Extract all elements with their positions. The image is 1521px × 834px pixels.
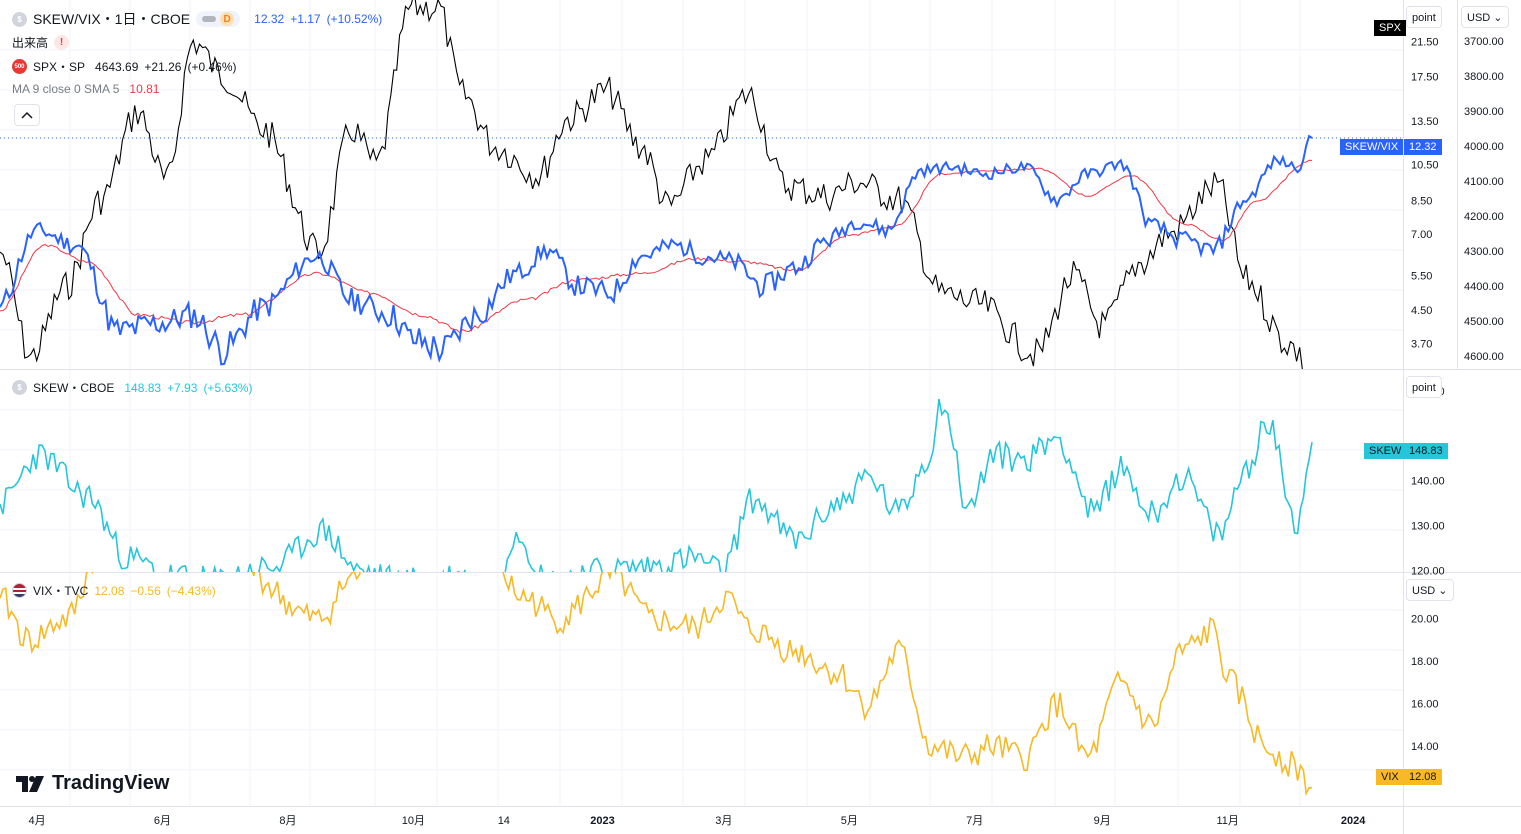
symbol-placeholder-icon: $ [12, 11, 27, 27]
chevron-up-icon [21, 111, 33, 119]
collapse-legend-button[interactable] [14, 104, 40, 126]
vix-pane-series [0, 572, 1313, 797]
time-axis-label: 9月 [1094, 815, 1111, 827]
skew-symbol: SKEW・CBOE [33, 381, 115, 395]
brand-name: TradingView [52, 772, 170, 794]
skew-price: 148.83 [124, 380, 162, 395]
time-axis-label: 2023 [590, 815, 614, 827]
spx-change-pct: (+0.46%) [187, 59, 237, 74]
vix-tick-label: 16.00 [1411, 698, 1439, 710]
spx-logo-icon: 500 [12, 59, 27, 74]
vix-line [0, 572, 1313, 797]
vix-tick-label: 20.00 [1411, 613, 1439, 625]
time-axis-label: 14 [498, 815, 510, 827]
currency-select-button[interactable]: USD ⌄ [1461, 6, 1509, 28]
skew-tick-label: 140.00 [1411, 476, 1445, 488]
spx-price-badge: SPX [1374, 20, 1407, 36]
vix-tick-label: 18.00 [1411, 656, 1439, 668]
time-axis-label: 4月 [28, 815, 45, 827]
spx-tick-label: 4500.00 [1464, 316, 1504, 328]
ma-legend[interactable]: MA 9 close 0 SMA 5 10.81 [12, 82, 159, 96]
ma-value: 10.81 [129, 82, 160, 96]
spx-tick-label: 4200.00 [1464, 211, 1504, 223]
ratio-tick-label: 3.70 [1411, 338, 1432, 350]
spx-tick-label: 4400.00 [1464, 281, 1504, 293]
price-scale-mode-button[interactable]: point [1406, 6, 1442, 28]
interval-badge: D [220, 12, 235, 26]
warning-icon[interactable]: ! [54, 35, 70, 50]
us-flag-icon [12, 583, 27, 598]
time-axis-label: 11月 [1216, 815, 1238, 827]
time-axis-label: 7月 [966, 815, 983, 827]
time-axis-label: 2024 [1341, 815, 1366, 827]
time-axis-label: 6月 [154, 815, 171, 827]
symbol-placeholder-icon: $ [12, 380, 27, 395]
spx-tick-label: 4600.00 [1464, 351, 1504, 363]
ma-label: MA 9 close 0 SMA 5 [12, 82, 120, 96]
vix-change: −0.56 [130, 583, 161, 598]
tradingview-logo[interactable]: TradingView [16, 772, 169, 795]
vix-symbol: VIX・TVC [33, 584, 89, 598]
skew-change: +7.93 [167, 380, 198, 395]
spx-tick-label: 4300.00 [1464, 246, 1504, 258]
vix-change-pct: (−4.43%) [166, 583, 216, 598]
spx-line [0, 0, 1303, 369]
spx-symbol: SPX・SP [33, 60, 86, 74]
volume-label: 出来高 [12, 36, 49, 50]
time-axis-label: 3月 [715, 815, 732, 827]
skew-legend[interactable]: $ SKEW・CBOE 148.83 +7.93 (+5.63%) [12, 379, 252, 396]
skew-name-badge: SKEW [1364, 443, 1407, 459]
time-axis-label: 5月 [841, 815, 858, 827]
symbol-title[interactable]: SKEW/VIX・1日・CBOE [33, 11, 191, 27]
skewvix-name-badge: SKEW/VIX [1340, 139, 1404, 155]
tradingview-logo-icon [16, 775, 44, 792]
spx-tick-label: 3800.00 [1464, 71, 1504, 83]
skew-line [0, 398, 1313, 572]
ratio-tick-label: 7.00 [1411, 229, 1432, 241]
main-change: +1.17 [290, 12, 321, 26]
grid [0, 0, 1403, 806]
spx-tick-label: 4000.00 [1464, 141, 1504, 153]
time-axis-label: 10月 [402, 815, 425, 827]
spx-change: +21.26 [144, 59, 182, 74]
ratio-tick-label: 17.50 [1411, 72, 1439, 84]
vix-name-badge: VIX [1376, 769, 1404, 785]
vix-legend[interactable]: VIX・TVC 12.08 −0.56 (−4.43%) [12, 582, 216, 599]
ratio-tick-label: 8.50 [1411, 196, 1432, 208]
ratio-tick-label: 21.50 [1411, 36, 1439, 48]
main-pane-series [0, 0, 1313, 369]
spx-legend[interactable]: 500 SPX・SP 4643.69 +21.26 (+0.46%) [12, 58, 237, 75]
spx-tick-label: 4100.00 [1464, 176, 1504, 188]
volume-legend[interactable]: 出来高 ! [12, 34, 70, 51]
spx-tick-label: 3900.00 [1464, 106, 1504, 118]
main-legend: $ SKEW/VIX・1日・CBOE D 12.32 +1.17 (+10.52… [12, 9, 382, 29]
skewvix-line [0, 134, 1313, 366]
vix-tick-label: 14.00 [1411, 741, 1439, 753]
main-change-pct: (+10.52%) [326, 12, 383, 26]
ratio-tick-label: 13.50 [1411, 116, 1439, 128]
ratio-tick-label: 10.50 [1411, 159, 1439, 171]
skew-tick-label: 130.00 [1411, 521, 1445, 533]
spx-price: 4643.69 [95, 59, 139, 74]
ratio-tick-label: 5.50 [1411, 270, 1432, 282]
spx-tick-label: 3700.00 [1464, 36, 1504, 48]
skew-change-pct: (+5.63%) [203, 380, 253, 395]
skew-tick-label: 120.00 [1411, 565, 1445, 577]
time-axis-label: 8月 [279, 815, 296, 827]
ma-line [0, 159, 1313, 334]
vix-price-badge: 12.08 [1404, 769, 1442, 785]
skew-price-badge: 148.83 [1404, 443, 1448, 459]
vix-price: 12.08 [94, 583, 125, 598]
skew-scale-mode-button[interactable]: point [1406, 376, 1442, 398]
ratio-tick-label: 4.50 [1411, 305, 1432, 317]
toggle-knob-icon [202, 16, 217, 22]
vix-currency-select-button[interactable]: USD ⌄ [1406, 579, 1454, 601]
skew-pane-series [0, 398, 1313, 572]
visibility-toggle[interactable]: D [196, 11, 241, 27]
main-price: 12.32 [254, 12, 285, 26]
skewvix-price-badge: 12.32 [1404, 139, 1442, 155]
